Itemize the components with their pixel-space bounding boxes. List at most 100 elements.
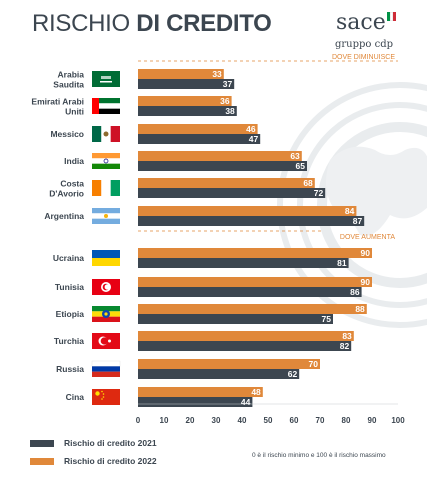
bar-2021: [138, 216, 365, 226]
value-label-2021: 65: [296, 161, 306, 171]
bar-2022: [138, 151, 302, 161]
x-tick-label: 80: [342, 416, 351, 425]
bar-2021: [138, 314, 333, 324]
section-label-increase: DOVE AUMENTA: [340, 234, 395, 241]
x-tick-label: 0: [136, 416, 141, 425]
legend: Rischio di credito 2021 Rischio di credi…: [30, 436, 157, 472]
category-label: Turchia: [54, 336, 84, 346]
bar-2022: [138, 96, 232, 106]
category-label: Tunisia: [55, 282, 84, 292]
value-label-2022: 63: [290, 151, 300, 161]
bar-2021: [138, 369, 300, 379]
legend-item-2022: Rischio di credito 2022: [30, 454, 157, 468]
saudi-arabia-flag-icon: [92, 71, 120, 87]
italy-flag-icon: [387, 12, 396, 21]
india-flag-icon: [92, 153, 120, 169]
bar-2022: [138, 69, 224, 79]
x-tick-label: 70: [316, 416, 325, 425]
title-light: RISCHIO: [32, 10, 130, 37]
bar-2021: [138, 79, 235, 89]
ukraine-flag-icon: [92, 250, 120, 266]
x-tick-label: 10: [160, 416, 169, 425]
bar-2022: [138, 331, 354, 341]
value-label-2022: 46: [246, 124, 256, 134]
value-label-2022: 88: [355, 304, 365, 314]
x-tick-label: 20: [186, 416, 195, 425]
x-tick-label: 60: [290, 416, 299, 425]
category-label: Etiopia: [56, 309, 85, 319]
globe-ring-0: [277, 82, 427, 328]
bar-2022: [138, 124, 258, 134]
legend-swatch-2022: [30, 457, 54, 465]
x-tick-label: 30: [212, 416, 221, 425]
value-label-2022: 70: [309, 359, 319, 369]
china-flag-icon: [92, 389, 120, 405]
bar-2022: [138, 178, 315, 188]
legend-label-2021: Rischio di credito 2021: [64, 438, 157, 448]
value-label-2021: 44: [241, 397, 251, 407]
bar-2021: [138, 287, 362, 297]
value-label-2021: 38: [225, 106, 235, 116]
mexico-flag-icon: [92, 126, 120, 142]
value-label-2022: 36: [220, 96, 230, 106]
value-label-2021: 87: [353, 216, 363, 226]
legend-item-2021: Rischio di credito 2021: [30, 436, 157, 450]
bar-2021: [138, 188, 326, 198]
category-label: Arabia Saudita: [53, 70, 84, 90]
value-label-2021: 62: [288, 369, 298, 379]
chart-title: RISCHIO DI CREDITO: [32, 10, 272, 38]
value-label-2021: 82: [340, 341, 350, 351]
bar-2022: [138, 304, 367, 314]
argentina-flag-icon: [92, 208, 120, 224]
value-label-2021: 75: [322, 314, 332, 324]
section-label-decrease: DOVE DIMINUISCE: [332, 54, 395, 61]
category-label: Ucraina: [53, 253, 84, 263]
value-label-2022: 84: [345, 206, 355, 216]
ethiopia-flag-icon: [92, 306, 120, 322]
russia-flag-icon: [91, 360, 121, 377]
globe-ring-1: [297, 102, 427, 308]
logo-subtitle: gruppo cdp: [335, 39, 394, 50]
title-bold: DI CREDITO: [136, 10, 272, 37]
legend-label-2022: Rischio di credito 2022: [64, 456, 157, 466]
x-tick-label: 100: [391, 416, 405, 425]
bar-2021: [138, 134, 261, 144]
ivory-coast-flag-icon: [92, 180, 120, 196]
bar-2022: [138, 206, 357, 216]
x-tick-label: 90: [368, 416, 377, 425]
bar-2021: [138, 397, 253, 407]
x-tick-label: 50: [264, 416, 273, 425]
category-label: Russia: [56, 364, 84, 374]
globe-ring-2: [317, 122, 427, 288]
category-label: India: [64, 156, 84, 166]
value-label-2021: 81: [337, 258, 347, 268]
category-label: Emirati Arabi Uniti: [31, 97, 84, 117]
value-label-2021: 72: [314, 188, 324, 198]
tunisia-flag-icon: [92, 279, 120, 295]
value-label-2022: 90: [361, 277, 371, 287]
logo-name: sace: [336, 10, 386, 35]
value-label-2021: 86: [350, 287, 360, 297]
legend-swatch-2021: [30, 439, 54, 447]
value-label-2022: 83: [342, 331, 352, 341]
sace-logo: sace gruppo cdp: [328, 10, 400, 54]
category-label: Cina: [66, 392, 85, 402]
value-label-2021: 47: [249, 134, 259, 144]
value-label-2022: 48: [251, 387, 261, 397]
bar-2022: [138, 248, 372, 258]
turkey-flag-icon: [92, 333, 120, 349]
bar-2022: [138, 277, 372, 287]
value-label-2021: 37: [223, 79, 233, 89]
uae-flag-icon: [92, 98, 120, 114]
value-label-2022: 90: [361, 248, 371, 258]
x-tick-label: 40: [238, 416, 247, 425]
bar-2021: [138, 341, 352, 351]
category-label: Messico: [50, 129, 84, 139]
bar-2022: [138, 387, 263, 397]
category-label: Costa D'Avorio: [49, 179, 84, 199]
bar-2021: [138, 161, 307, 171]
category-label: Argentina: [44, 211, 84, 221]
value-label-2022: 33: [212, 69, 222, 79]
value-label-2022: 68: [303, 178, 313, 188]
